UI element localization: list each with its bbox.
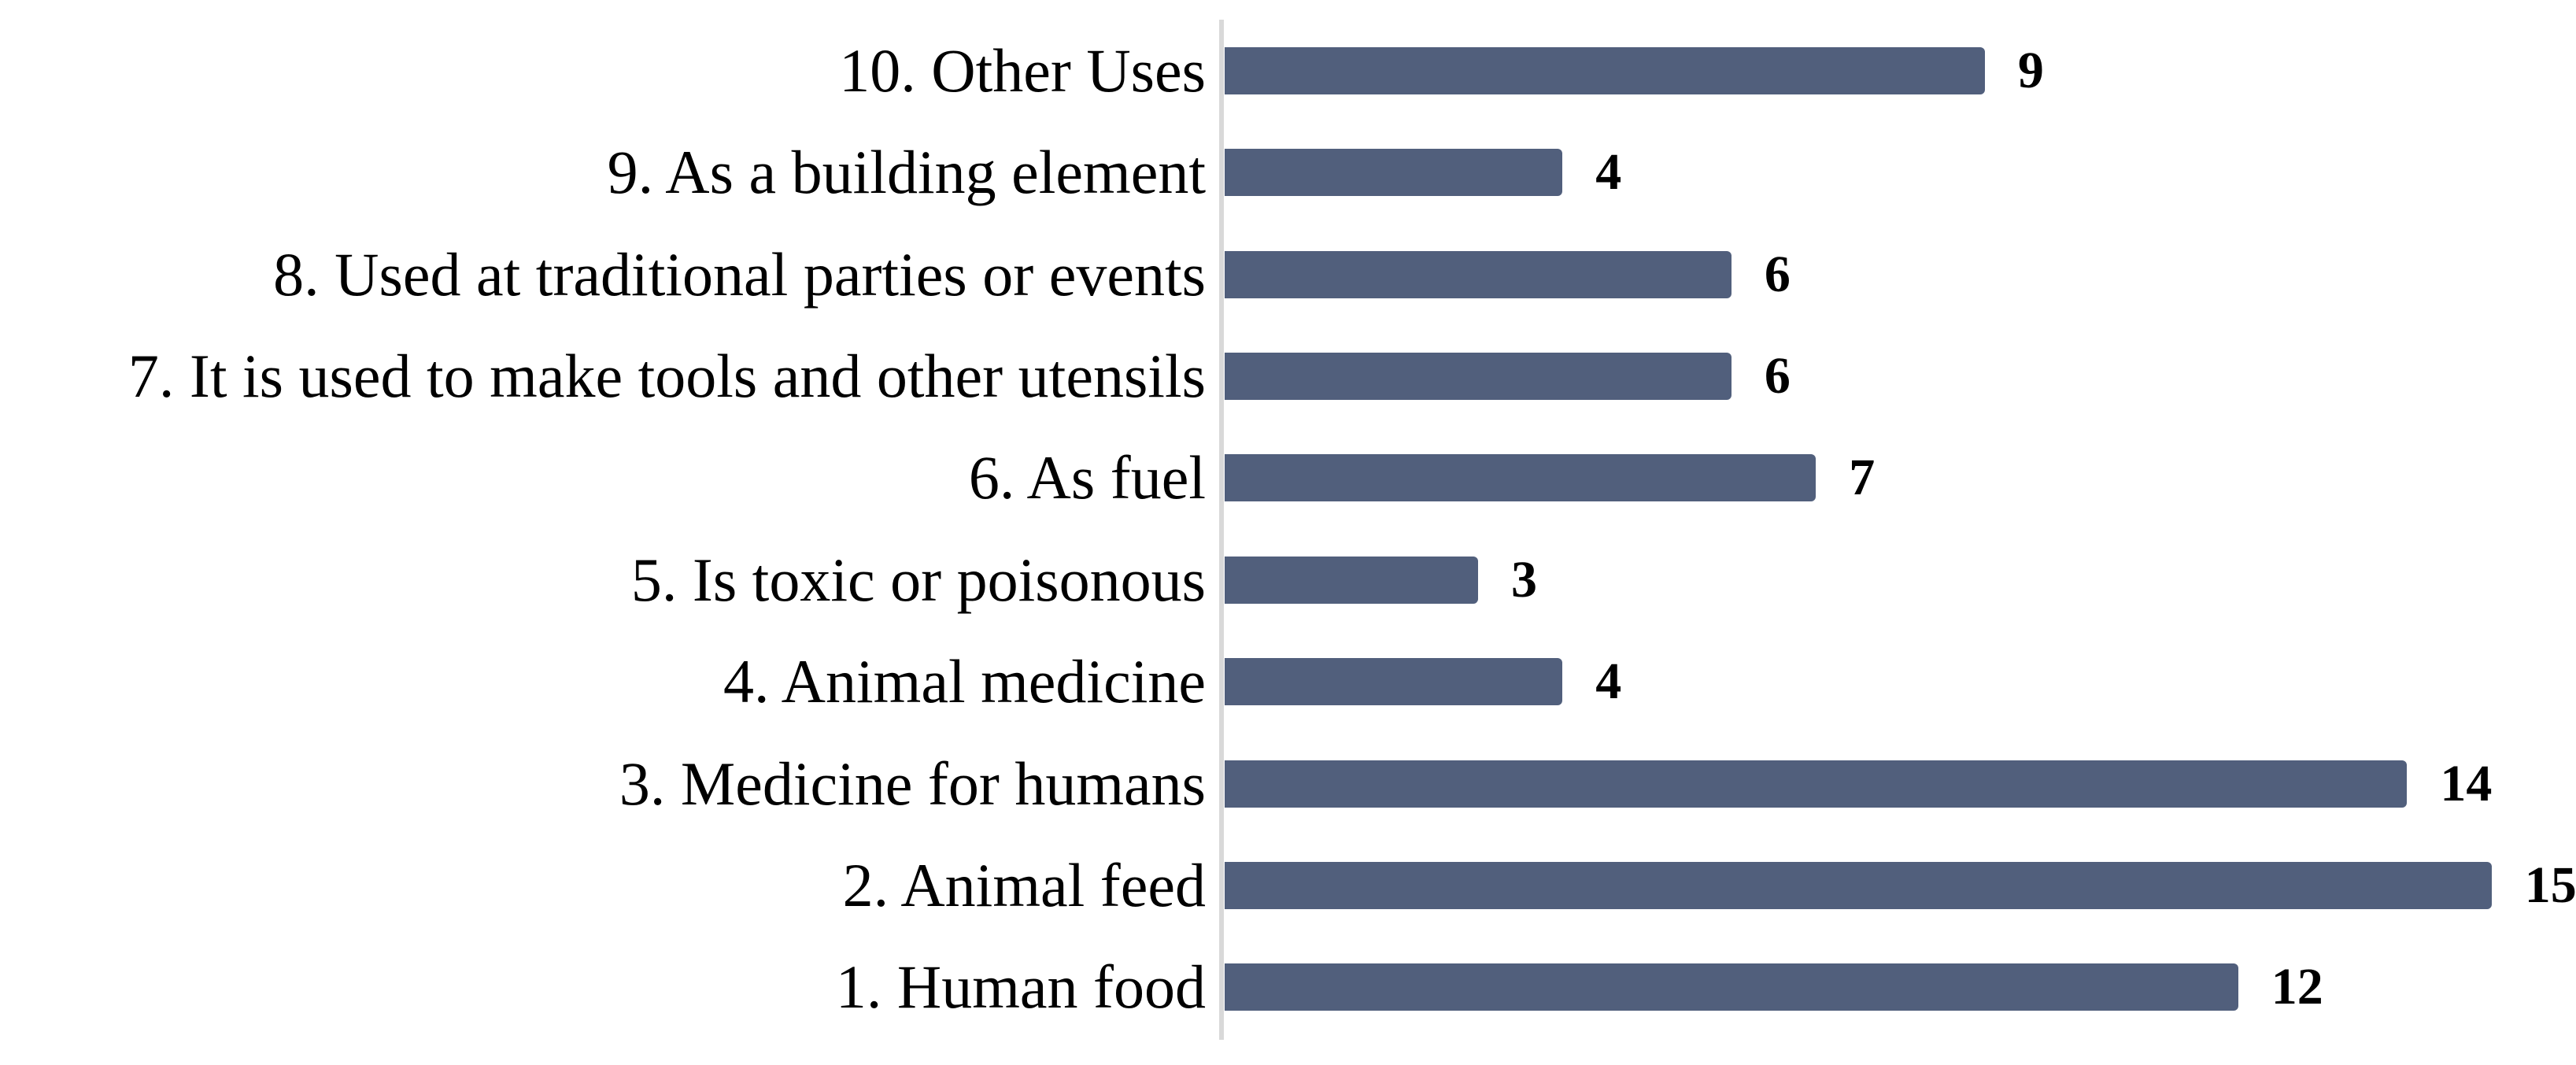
- bar: [1225, 454, 1817, 502]
- bar-row: 3. Medicine for humans 14: [0, 733, 2576, 834]
- chart-rows: 10. Other Uses 9 9. As a building elemen…: [0, 20, 2576, 1038]
- bar-row: 9. As a building element 4: [0, 121, 2576, 223]
- category-label: 10. Other Uses: [839, 35, 1206, 105]
- value-label: 4: [1595, 143, 1622, 202]
- bar-row: 2. Animal feed 15: [0, 834, 2576, 936]
- category-label: 9. As a building element: [607, 138, 1206, 207]
- bar: [1225, 250, 1732, 298]
- value-label: 3: [1510, 550, 1537, 608]
- bar: [1225, 861, 2492, 909]
- bar: [1225, 46, 1985, 94]
- category-label: 2. Animal feed: [842, 851, 1206, 919]
- category-label: 5. Is toxic or poisonous: [630, 545, 1206, 614]
- value-label: 15: [2524, 856, 2576, 914]
- bar-track: 4: [1225, 630, 2576, 732]
- bar-track: 4: [1225, 121, 2576, 223]
- bar-track: 12: [1225, 937, 2576, 1038]
- bar-row: 8. Used at traditional parties or events…: [0, 224, 2576, 325]
- category-label: 6. As fuel: [968, 443, 1206, 512]
- category-label: 1. Human food: [835, 952, 1206, 1022]
- bar-track: 14: [1225, 733, 2576, 834]
- bar: [1225, 556, 1478, 604]
- value-label: 12: [2271, 958, 2323, 1016]
- bar-track: 3: [1225, 529, 2576, 630]
- bar: [1225, 352, 1732, 400]
- bar: [1225, 658, 1563, 706]
- bar-row: 5. Is toxic or poisonous 3: [0, 529, 2576, 630]
- value-label: 4: [1595, 653, 1622, 711]
- bar-track: 6: [1225, 325, 2576, 427]
- category-label: 8. Used at traditional parties or events: [273, 239, 1206, 309]
- value-label: 9: [2017, 41, 2044, 99]
- category-label: 4. Animal medicine: [723, 647, 1206, 716]
- bar-row: 6. As fuel 7: [0, 427, 2576, 529]
- bar-track: 15: [1225, 834, 2576, 936]
- value-label: 14: [2440, 754, 2493, 812]
- bar-row: 4. Animal medicine 4: [0, 630, 2576, 732]
- value-label: 7: [1849, 449, 1876, 507]
- value-label: 6: [1764, 346, 1791, 405]
- bar-row: 1. Human food 12: [0, 937, 2576, 1038]
- bar-track: 7: [1225, 427, 2576, 529]
- bar-track: 9: [1225, 20, 2576, 121]
- bar-row: 10. Other Uses 9: [0, 20, 2576, 121]
- category-label: 3. Medicine for humans: [619, 749, 1206, 818]
- category-label: 7. It is used to make tools and other ut…: [128, 341, 1206, 410]
- bar-row: 7. It is used to make tools and other ut…: [0, 325, 2576, 427]
- bar-track: 6: [1225, 224, 2576, 325]
- bar: [1225, 760, 2408, 808]
- value-label: 6: [1764, 245, 1791, 303]
- bar: [1225, 149, 1563, 197]
- y-axis-line: [1219, 20, 1224, 1040]
- bar: [1225, 963, 2238, 1011]
